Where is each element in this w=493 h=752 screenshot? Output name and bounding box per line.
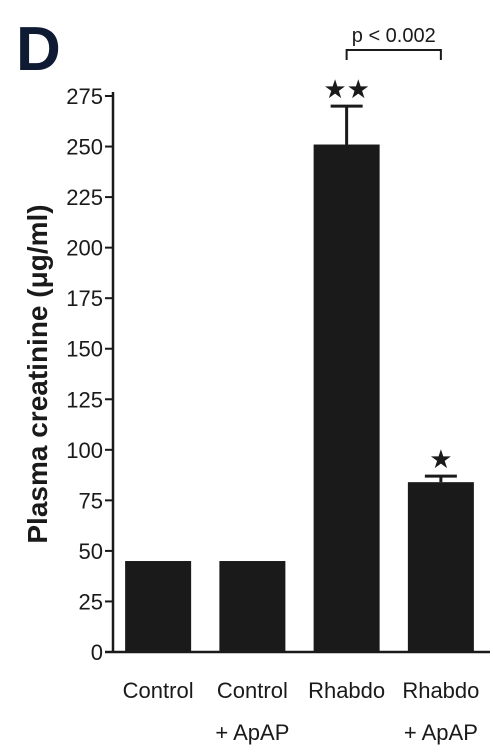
y-tick-label: 75 (79, 488, 103, 513)
y-tick-label: 250 (66, 135, 103, 160)
y-tick-label: 125 (66, 387, 103, 412)
y-tick-label: 0 (91, 640, 103, 665)
significance-marker: ★ (429, 445, 452, 475)
bar (219, 561, 286, 652)
bar (313, 144, 380, 653)
comparison-bracket (345, 49, 442, 60)
y-tick-label: 275 (66, 84, 103, 109)
x-tick-label: Control (217, 678, 288, 703)
bar (407, 482, 474, 652)
annotations: ★★★p < 0.002 (323, 25, 452, 475)
y-tick-label: 200 (66, 236, 103, 261)
x-tick-label: Control (123, 678, 194, 703)
significance-marker: ★★ (323, 75, 370, 105)
y-tick-label: 175 (66, 286, 103, 311)
x-tick-label: + ApAP (215, 720, 289, 745)
x-tick-label: Rhabdo (402, 678, 479, 703)
p-value-label: p < 0.002 (352, 25, 436, 47)
y-axis-label: Plasma creatinine (μg/ml) (22, 204, 53, 543)
panel-label: D (16, 15, 61, 84)
x-tick-label: Rhabdo (308, 678, 385, 703)
y-tick-label: 225 (66, 185, 103, 210)
bar (125, 561, 192, 652)
y-tick-label: 100 (66, 438, 103, 463)
axes: 0 25 50 75 100 125 150 175 200 225 250 275 Control Co… (66, 84, 490, 745)
y-tick-label: 50 (79, 539, 103, 564)
y-tick-label: 25 (79, 589, 103, 614)
bars (125, 104, 474, 653)
x-tick-label: + ApAP (404, 720, 478, 745)
y-tick-label: 150 (66, 337, 103, 362)
